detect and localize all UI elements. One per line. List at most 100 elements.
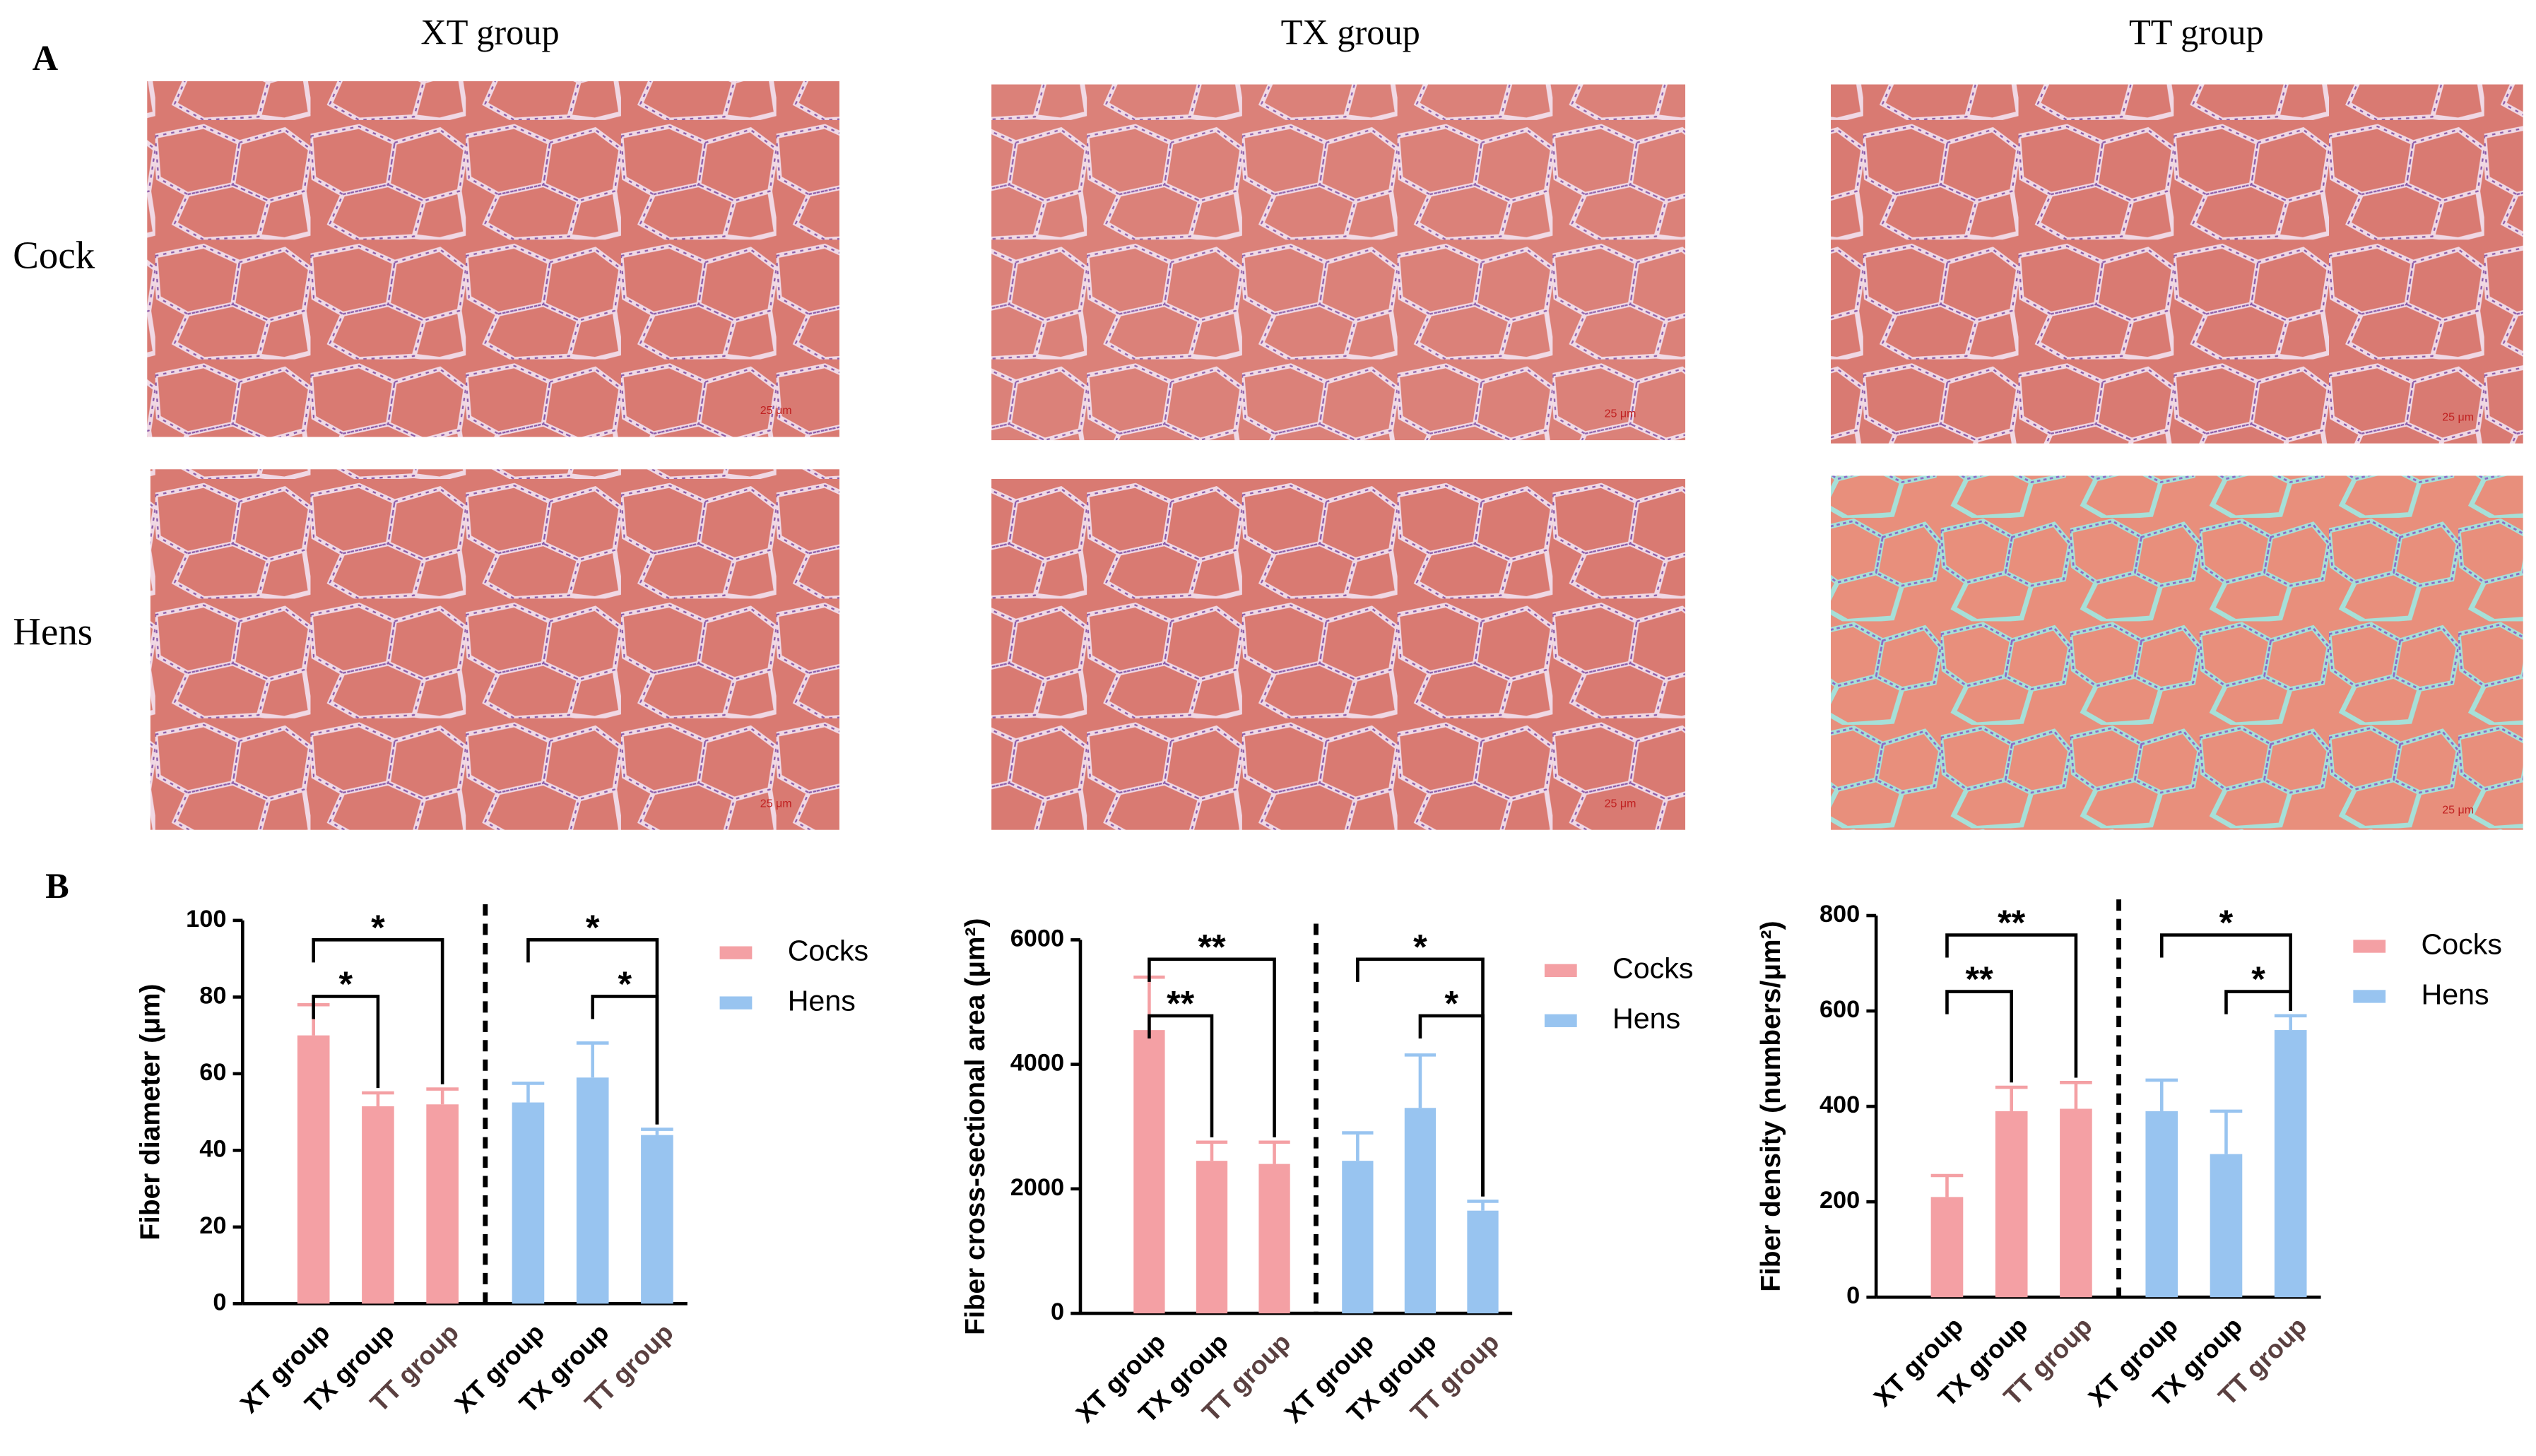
significance-label: **	[1198, 926, 1226, 966]
legend-label: Hens	[788, 985, 856, 1017]
y-tick-label: 4000	[1010, 1050, 1064, 1077]
significance-bracket	[2159, 933, 2292, 1011]
significance-bracket	[312, 938, 444, 1084]
bar	[1258, 1164, 1290, 1314]
histology-image	[150, 469, 839, 830]
column-title: TX group	[1281, 12, 1420, 52]
legend-label: Cocks	[2421, 928, 2501, 960]
error-bar	[1995, 1085, 2028, 1111]
bar	[2274, 1030, 2307, 1298]
bar	[512, 1102, 545, 1304]
error-bar	[1404, 1053, 1437, 1108]
bar	[1133, 1030, 1165, 1314]
y-tick-label: 100	[186, 906, 226, 933]
bar-chart: 0 200 400 600 800 Fiber density (numbers/μm²)…	[1756, 899, 2502, 1412]
y-tick-label: 60	[199, 1059, 226, 1086]
scale-bar-label: 25 μm	[2442, 803, 2474, 816]
y-tick-label: 200	[1820, 1187, 1860, 1214]
scale-bar-label: 25 μm	[2442, 410, 2474, 423]
significance-bracket	[1418, 1014, 1485, 1197]
y-tick-label: 600	[1820, 996, 1860, 1023]
legend-swatch	[1544, 1014, 1577, 1027]
bar	[1196, 1161, 1228, 1314]
bar	[362, 1106, 394, 1304]
histology-image	[991, 479, 1686, 830]
significance-label: *	[2219, 902, 2234, 942]
bar	[1930, 1197, 1964, 1298]
row-label: Hens	[13, 610, 93, 653]
y-tick-label: 0	[1846, 1282, 1860, 1309]
scale-bar-label: 25 μm	[1605, 797, 1636, 810]
bar-chart: 0 2000 4000 6000 Fiber cross-sectional area …	[960, 918, 1694, 1428]
y-tick-label: 40	[199, 1135, 226, 1162]
significance-bracket	[1945, 933, 2078, 1078]
bar	[576, 1077, 609, 1304]
legend-label: Hens	[1612, 1002, 1680, 1035]
error-bar	[641, 1127, 673, 1135]
legend-label: Cocks	[788, 935, 868, 967]
significance-label: *	[1444, 983, 1458, 1023]
y-axis-label: Fiber cross-sectional area (μm²)	[960, 918, 991, 1335]
error-bar	[1930, 1173, 1964, 1197]
y-tick-label: 20	[199, 1212, 226, 1239]
bar	[1404, 1108, 1437, 1314]
significance-label: *	[618, 964, 632, 1004]
bar	[426, 1104, 459, 1304]
significance-bracket	[1945, 990, 2013, 1083]
histology-image	[1831, 475, 2523, 830]
histology-image	[991, 84, 1686, 441]
significance-label: *	[371, 907, 385, 947]
y-tick-label: 800	[1820, 901, 1860, 928]
scale-bar-label: 25 μm	[760, 797, 792, 810]
significance-bracket	[2224, 990, 2292, 1014]
y-tick-label: 2000	[1010, 1174, 1064, 1201]
significance-bracket	[312, 995, 380, 1089]
error-bar	[426, 1087, 459, 1105]
significance-label: *	[586, 907, 600, 947]
error-bar	[576, 1041, 609, 1078]
bar	[2145, 1111, 2178, 1298]
legend-swatch	[719, 946, 753, 959]
histology-image	[1831, 84, 2523, 444]
significance-bracket	[1148, 957, 1276, 1137]
scale-bar-label: 25 μm	[760, 404, 792, 417]
legend-label: Hens	[2421, 978, 2489, 1010]
significance-label: *	[338, 964, 353, 1004]
y-tick-label: 6000	[1010, 925, 1064, 952]
bar	[2060, 1108, 2092, 1298]
legend-swatch	[2353, 940, 2386, 953]
row-label: Cock	[13, 233, 95, 276]
panel-label: B	[45, 866, 69, 906]
bar	[1467, 1210, 1499, 1314]
error-bar	[1258, 1140, 1290, 1164]
column-title: XT group	[420, 12, 559, 52]
significance-label: **	[1167, 983, 1195, 1023]
scale-bar-label: 25 μm	[1605, 408, 1636, 420]
error-bar	[1342, 1131, 1374, 1161]
error-bar	[1467, 1200, 1499, 1211]
error-bar	[512, 1082, 545, 1103]
significance-bracket	[591, 995, 659, 1125]
significance-label: *	[1413, 926, 1427, 966]
bar	[1995, 1111, 2028, 1298]
error-bar	[2060, 1081, 2092, 1109]
panel-label: A	[33, 38, 58, 78]
legend-swatch	[719, 996, 753, 1010]
y-axis-label: Fiber density (numbers/μm²)	[1756, 921, 1786, 1291]
error-bar	[362, 1091, 394, 1106]
significance-label: **	[1998, 902, 2026, 942]
bar	[297, 1035, 330, 1304]
bar	[1342, 1161, 1374, 1314]
error-bar	[1196, 1140, 1228, 1161]
significance-bracket	[1148, 1014, 1214, 1137]
bar	[2210, 1154, 2243, 1298]
histology-image	[147, 81, 839, 437]
y-tick-label: 400	[1820, 1091, 1860, 1118]
y-tick-label: 0	[213, 1289, 226, 1315]
significance-label: *	[2251, 959, 2265, 999]
bar	[641, 1135, 673, 1304]
legend-swatch	[1544, 964, 1577, 977]
error-bar	[2145, 1078, 2178, 1111]
